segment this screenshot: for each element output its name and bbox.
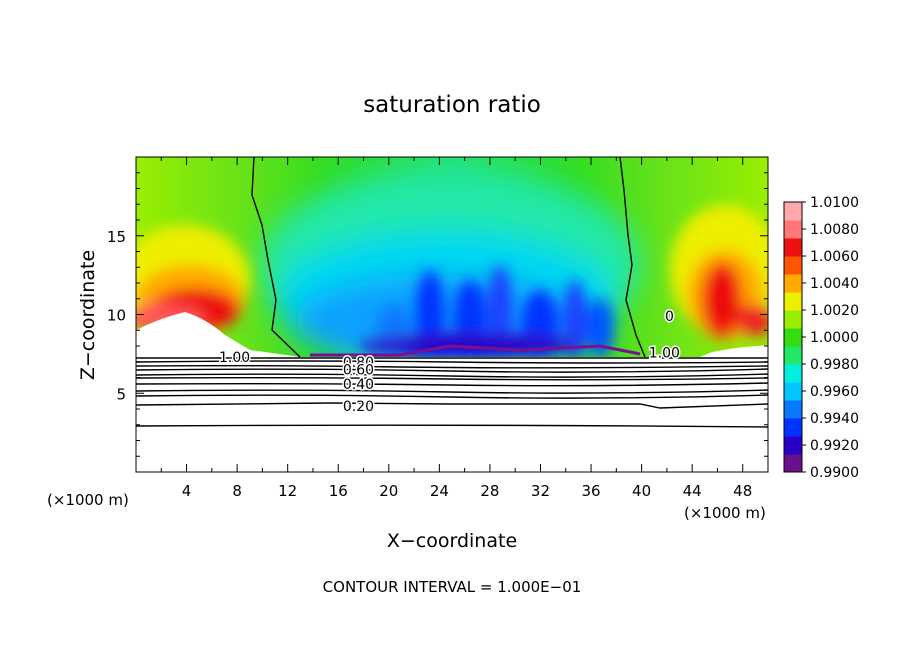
colorbar-swatch [784,238,802,257]
contour-0-10 [136,424,768,428]
colorbar-swatch [784,256,802,275]
x-tick-label: 4 [182,482,192,500]
x-tick-label: 12 [278,482,297,500]
colorbar-tick-label: 1.0000 [810,330,859,346]
contour-0-50 [136,382,768,387]
x-axis-label: X−coordinate [387,530,517,552]
x-tick-label: 36 [581,482,600,500]
x-tick-label: 8 [232,482,242,500]
contour-label: 0.20 [343,399,374,415]
contour-0-95 [136,360,768,364]
contour-lines [136,157,768,428]
colorbar-swatch [784,454,802,473]
y-tick-label: 5 [116,385,126,403]
colorbar-tick-label: 1.0020 [810,303,859,319]
x-tick-label: 28 [480,482,499,500]
colorbar-tick-label: 1.0060 [810,249,859,265]
colorbar-swatch [784,400,802,419]
moist-region-right [670,205,768,340]
colorbar-tick-label: 1.0080 [810,222,859,238]
x-tick-label: 48 [733,482,752,500]
x-tick-label: 24 [430,482,449,500]
x-tick-label: 20 [379,482,398,500]
colorbar-swatch [784,220,802,239]
contour-label: 0.60 [343,363,374,379]
x-tick-label: 32 [531,482,550,500]
footer-note: CONTOUR INTERVAL = 1.000E−01 [323,578,582,596]
contour-1-00-right [619,157,646,358]
contour-labels: 1.00 0.800.600.40 0.20 1.00 0 [218,308,682,417]
colorbar-tick-label: 0.9960 [810,384,859,400]
chart-title: saturation ratio [363,92,541,118]
x-tick-label: 44 [683,482,702,500]
colorbar-tick-label: 0.9980 [810,357,859,373]
contour-0-30 [136,394,768,399]
contour-label: 0.80 [343,355,374,371]
colorbar-swatch [784,346,802,365]
contour-label: 1.00 [649,345,680,361]
contour-label: 0.40 [343,377,374,393]
colorbar-swatch [784,202,802,221]
contour-0-20 [136,402,768,409]
colorbar-swatch [784,292,802,311]
contour-label: 0 [665,309,674,325]
colorbar-tick-label: 0.9940 [810,411,859,427]
y-tick-label: 15 [107,228,126,246]
y-tick-label: 10 [107,307,126,325]
contour-1-00-left [251,157,301,358]
colorbar-swatch [784,364,802,383]
contour-0-90 [136,364,768,369]
colorbar-tick-label: 1.0040 [810,276,859,292]
cloud-base-edge [310,344,641,357]
colorbar-swatch [784,310,802,329]
colorbar-tick-label: 0.9900 [810,465,859,481]
x-axis: 4 8 12 16 20 24 28 32 36 40 44 48 [160,157,752,500]
plot-area [136,157,768,472]
contour-0-60 [136,376,768,381]
moist-region-left [136,225,250,335]
contour-label: 1.00 [219,350,250,366]
colorbar-tick-label: 1.0100 [810,195,859,211]
contour-0-70 [136,373,768,378]
x-tick-label: 40 [632,482,651,500]
colorbar-swatch [784,328,802,347]
colorbar-swatch [784,382,802,401]
colorbar-tick-label: 0.9920 [810,438,859,454]
dry-plumes [360,265,614,360]
colorbar-swatch [784,436,802,455]
x-tick-label: 16 [329,482,348,500]
colorbar-swatch [784,274,802,293]
right-mask [700,345,768,357]
colorbar: 1.0100 1.0080 1.0060 1.0040 1.0020 1.0000 0.99… [783,195,859,481]
contour-0-80 [136,368,768,373]
colorbar-swatch [784,418,802,437]
x-unit-left: (×1000 m) [47,491,129,509]
x-unit-right: (×1000 m) [684,504,766,522]
contour-0-40 [136,389,768,394]
y-axis: 5 10 15 [107,172,768,457]
y-axis-label: Z−coordinate [77,250,99,380]
